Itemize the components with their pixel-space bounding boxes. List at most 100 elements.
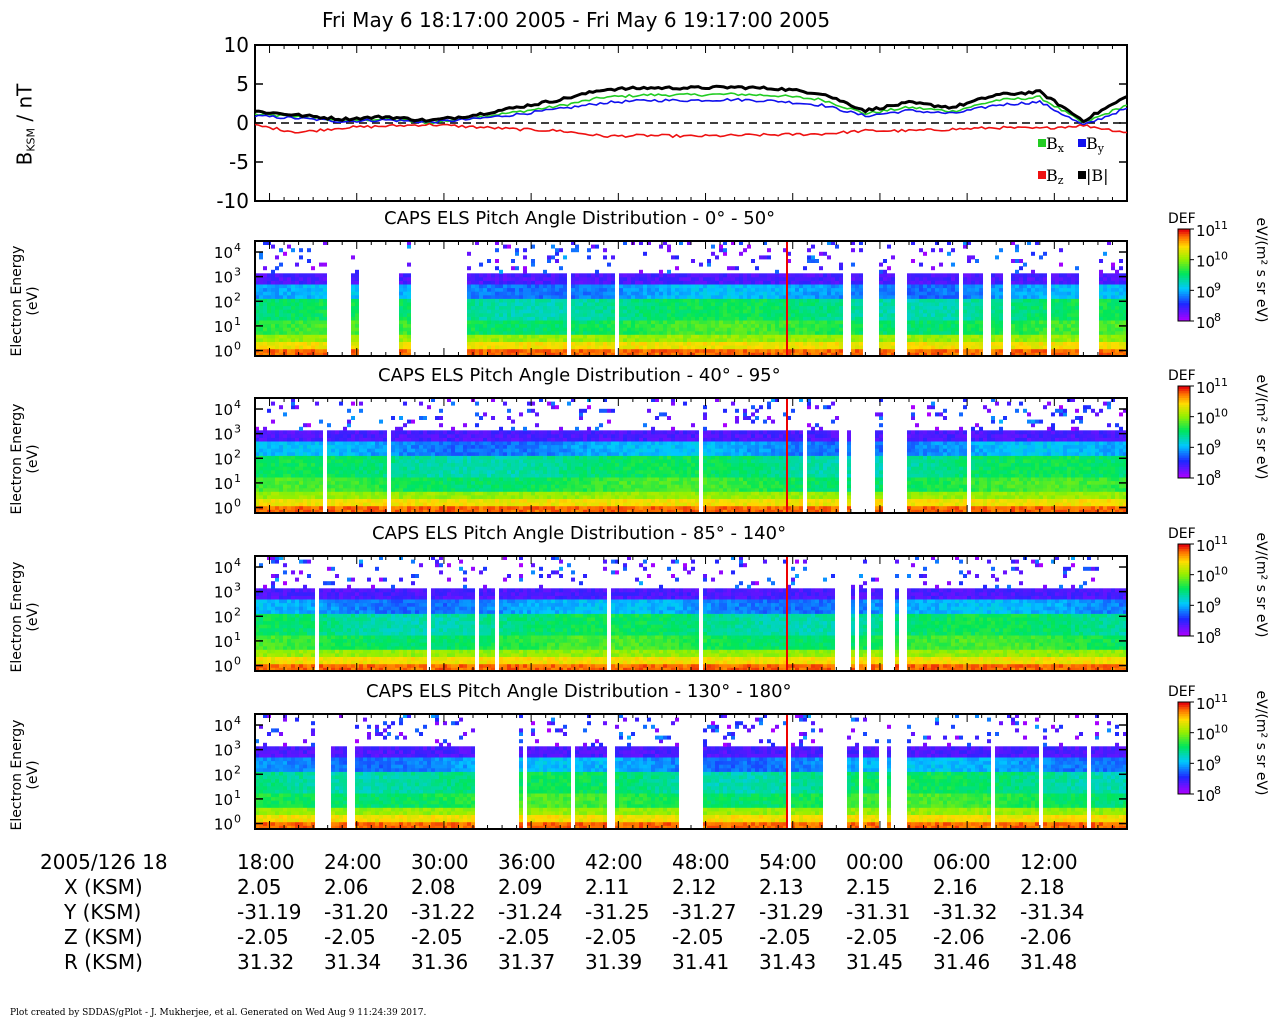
colorbar-4-cell-29	[1178, 725, 1190, 728]
spectrogram-4	[255, 714, 1127, 830]
colorbar-3-cell-38	[1178, 546, 1190, 550]
spectrogram-3	[255, 556, 1127, 672]
spec1-ytick-base-0: 10	[214, 343, 233, 361]
legend-bmag-swatch	[1078, 171, 1086, 179]
colorbar-2-cell-20	[1178, 429, 1190, 433]
colorbar-4-cell-21	[1178, 743, 1190, 747]
colorbar-def-3: DEF	[1168, 526, 1196, 542]
colorbar-1-tick-base-10: 10	[1196, 253, 1215, 271]
colorbar-3-tick-exp-8: 8	[1214, 626, 1221, 639]
colorbar-4-cell-31	[1178, 720, 1190, 724]
colorbar-3-cell-12	[1178, 606, 1190, 609]
colorbar-2-cell-18	[1178, 434, 1190, 438]
time-label-1: 24:00	[324, 850, 382, 874]
colorbar-2-cell-21	[1178, 427, 1190, 431]
panel-title-2: CAPS ELS Pitch Angle Distribution - 40° …	[378, 365, 781, 386]
spec3-ytick-exp-0: 0	[234, 655, 241, 668]
colorbar-4-cell-17	[1178, 752, 1190, 756]
colorbar-2-cell-34	[1178, 397, 1190, 401]
colorbar-3-cell-11	[1178, 608, 1190, 612]
mag-ytick-label-1: 5	[236, 72, 249, 96]
colorbar-3-cell-8	[1178, 615, 1190, 619]
colorbar-3-cell-37	[1178, 548, 1190, 552]
spec3-ytick-base-1: 10	[214, 633, 233, 651]
colorbar-3-cell-22	[1178, 583, 1190, 586]
colorbar-3-cell-13	[1178, 603, 1190, 607]
ephemeris-cell: -31.29	[759, 900, 823, 924]
colorbar-def-4: DEF	[1168, 684, 1196, 700]
ephemeris-cell: -2.06	[933, 925, 985, 949]
colorbar-2-cell-10	[1178, 452, 1190, 456]
ephemeris-cell: -31.32	[933, 900, 997, 924]
colorbar-3-cell-28	[1178, 569, 1190, 573]
colorbar-4-tick-base-8: 10	[1196, 787, 1215, 805]
colorbar-3-cell-18	[1178, 592, 1190, 596]
colorbar-2-cell-29	[1178, 409, 1190, 412]
colorbar-2-cell-27	[1178, 413, 1190, 417]
ephemeris-cell: 2.05	[237, 875, 282, 899]
ephemeris-cell: -2.06	[1020, 925, 1072, 949]
spec4-ytick-exp-2: 2	[234, 763, 241, 776]
colorbar-2-tick-exp-9: 9	[1214, 437, 1221, 450]
spec2-ytick-exp-0: 0	[234, 497, 241, 510]
colorbar-3-cell-1	[1178, 631, 1190, 635]
colorbar-3-cell-35	[1178, 553, 1190, 556]
colorbar-2-cell-28	[1178, 411, 1190, 415]
colorbar-1-cell-10	[1178, 295, 1190, 299]
spec1-ytick-base-3: 10	[214, 269, 233, 287]
colorbar-4-cell-35	[1178, 711, 1190, 714]
colorbar-3-cell-10	[1178, 610, 1190, 614]
ephemeris-cell: -2.05	[411, 925, 463, 949]
colorbar-1-cell-34	[1178, 240, 1190, 244]
legend-bx: Bx	[1038, 134, 1064, 155]
colorbar-4-cell-4	[1178, 782, 1190, 786]
ephemeris-cell: 2.15	[846, 875, 891, 899]
ephemeris-cell: 31.46	[933, 950, 990, 974]
mag-ytick-label-2: 0	[236, 111, 249, 135]
ephemeris-cell: 31.32	[237, 950, 294, 974]
colorbar-2-tick-exp-11: 11	[1214, 376, 1228, 389]
colorbar-3-cell-30	[1178, 564, 1190, 568]
colorbar-2-cell-5	[1178, 464, 1190, 467]
colorbar-1-cell-7	[1178, 302, 1190, 306]
legend-by-swatch	[1078, 139, 1086, 147]
colorbar-4-cell-39	[1178, 702, 1190, 705]
colorbar-1-cell-35	[1178, 238, 1190, 241]
spec2-ytick-base-1: 10	[214, 475, 233, 493]
colorbar-1-cell-26	[1178, 258, 1190, 262]
colorbar-1-cell-25	[1178, 261, 1190, 264]
ephemeris-cell: 31.45	[846, 950, 903, 974]
colorbar-2-cell-30	[1178, 406, 1190, 410]
colorbar-1-cell-18	[1178, 277, 1190, 281]
spec4-ytick-base-0: 10	[214, 816, 233, 834]
time-label-2: 30:00	[411, 850, 469, 874]
colorbar-3-tick-exp-9: 9	[1214, 595, 1221, 608]
legend-bx-sub: x	[1058, 142, 1064, 155]
colorbar-3-cell-14	[1178, 601, 1190, 605]
colorbar-1-cell-19	[1178, 275, 1190, 278]
ephemeris-cell: -2.05	[324, 925, 376, 949]
colorbar-2-cell-39	[1178, 386, 1190, 389]
colorbar-1-cell-32	[1178, 245, 1190, 248]
spec2-ytick-exp-3: 3	[234, 423, 241, 436]
colorbar-1-cell-5	[1178, 307, 1190, 310]
colorbar-1-cell-22	[1178, 268, 1190, 271]
colorbar-3-cell-20	[1178, 587, 1190, 591]
ephemeris-cell: 2.18	[1020, 875, 1065, 899]
spec3-ytick-exp-4: 4	[234, 556, 241, 569]
legend-bx-swatch	[1038, 139, 1046, 147]
ephemeris-cell: -31.22	[411, 900, 475, 924]
colorbar-3-cell-3	[1178, 626, 1190, 630]
colorbar-2-cell-17	[1178, 436, 1190, 440]
colorbar-4-cell-1	[1178, 789, 1190, 793]
colorbar-2-cell-24	[1178, 420, 1190, 424]
time-label-9: 12:00	[1020, 850, 1078, 874]
colorbar-3-cell-24	[1178, 578, 1190, 582]
colorbar-2-cell-7	[1178, 459, 1190, 463]
colorbar-4-cell-30	[1178, 722, 1190, 726]
time-label-3: 36:00	[498, 850, 556, 874]
colorbar-4-tick-exp-11: 11	[1214, 692, 1228, 705]
spec4-ytick-exp-4: 4	[234, 714, 241, 727]
spec2-ytick-base-4: 10	[214, 401, 233, 419]
